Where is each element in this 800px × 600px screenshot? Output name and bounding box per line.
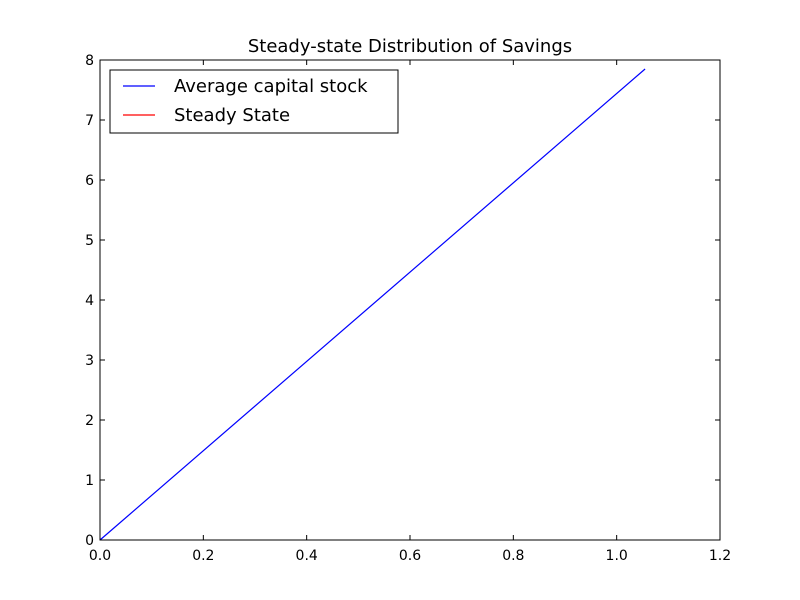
x-tick-label: 0.2 [192,548,214,564]
ticks-layer [99,59,721,541]
legend-label-0: Average capital stock [174,76,368,97]
series-layer [99,68,646,541]
x-tick-label: 0.6 [399,548,421,564]
y-tick-label: 1 [85,473,94,489]
x-tick-label: 0.8 [502,548,524,564]
x-tick-label: 0.0 [89,548,111,564]
y-tick-label: 6 [85,173,94,189]
y-tick-label: 7 [85,113,94,129]
y-tick-label: 8 [85,53,94,69]
y-tick-label: 4 [85,293,94,309]
legend-label-1: Steady State [174,105,290,126]
x-tick-label: 1.0 [606,548,628,564]
y-tick-label: 0 [85,533,94,549]
x-tick-label: 1.2 [709,548,731,564]
y-tick-label: 2 [85,413,94,429]
legend-items: Average capital stock Steady State [123,76,368,126]
legend-box [109,69,399,134]
x-tick-label: 0.4 [296,548,318,564]
chart-title: Steady-state Distribution of Savings [248,36,572,57]
y-tick-label: 5 [85,233,94,249]
y-tick-label: 3 [85,353,94,369]
tick-labels-layer: 0.0 0.2 0.4 0.6 0.8 1.0 1.2 0 1 2 3 4 5 6 7 8 [85,53,731,564]
series-line-0 [99,68,646,541]
legend: Average capital stock Steady State [109,69,399,134]
